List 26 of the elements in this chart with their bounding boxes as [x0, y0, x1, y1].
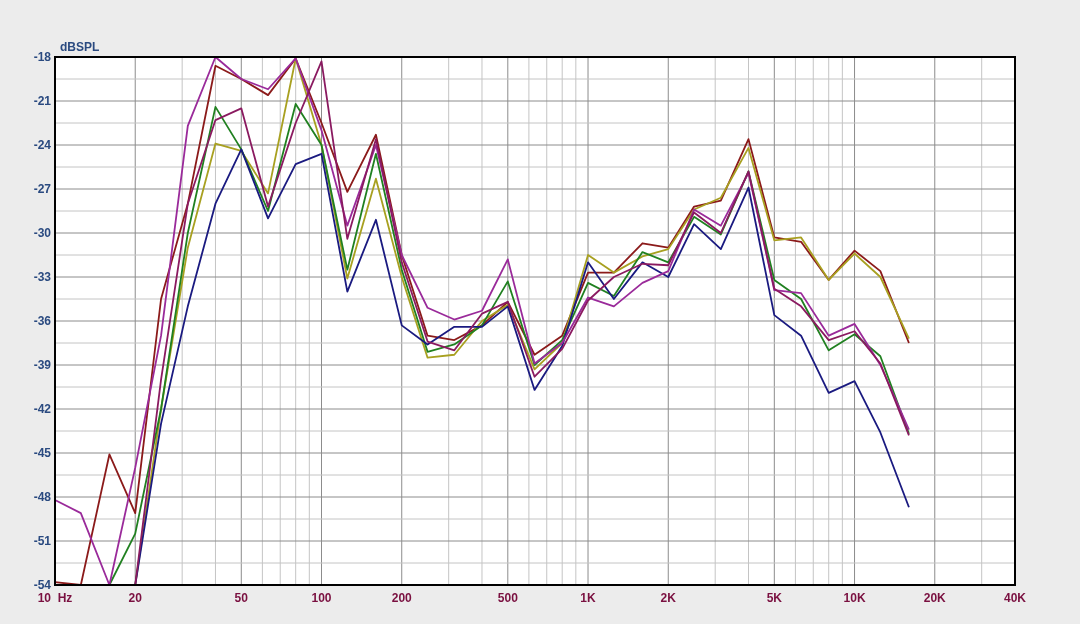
x-tick-label: 20: [128, 591, 143, 605]
y-tick-label: -36: [33, 314, 52, 328]
x-tick-label: 10 Hz: [37, 591, 73, 605]
y-axis-title: dBSPL: [60, 40, 100, 54]
y-tick-label: -18: [33, 50, 52, 64]
y-tick-label: -48: [33, 490, 52, 504]
y-tick-label: -42: [33, 402, 52, 416]
x-tick-label: 50: [234, 591, 249, 605]
y-tick-label: -24: [33, 138, 52, 152]
x-tick-label: 200: [391, 591, 413, 605]
x-tick-label: 1K: [580, 591, 597, 605]
y-tick-label: -45: [33, 446, 52, 460]
y-tick-label: -27: [33, 182, 52, 196]
y-tick-label: -39: [33, 358, 52, 372]
x-tick-label: 2K: [660, 591, 677, 605]
x-tick-label: 100: [311, 591, 332, 605]
y-tick-label: -21: [33, 94, 52, 108]
y-tick-label: -54: [33, 578, 52, 592]
y-tick-label: -51: [33, 534, 52, 548]
x-tick-label: 10K: [843, 591, 866, 605]
x-tick-label: 5K: [766, 591, 783, 605]
x-tick-label: 500: [497, 591, 519, 605]
x-tick-label: 20K: [923, 591, 947, 605]
y-tick-label: -30: [33, 226, 52, 240]
y-tick-label: -33: [33, 270, 52, 284]
x-tick-label: 40K: [1003, 591, 1027, 605]
